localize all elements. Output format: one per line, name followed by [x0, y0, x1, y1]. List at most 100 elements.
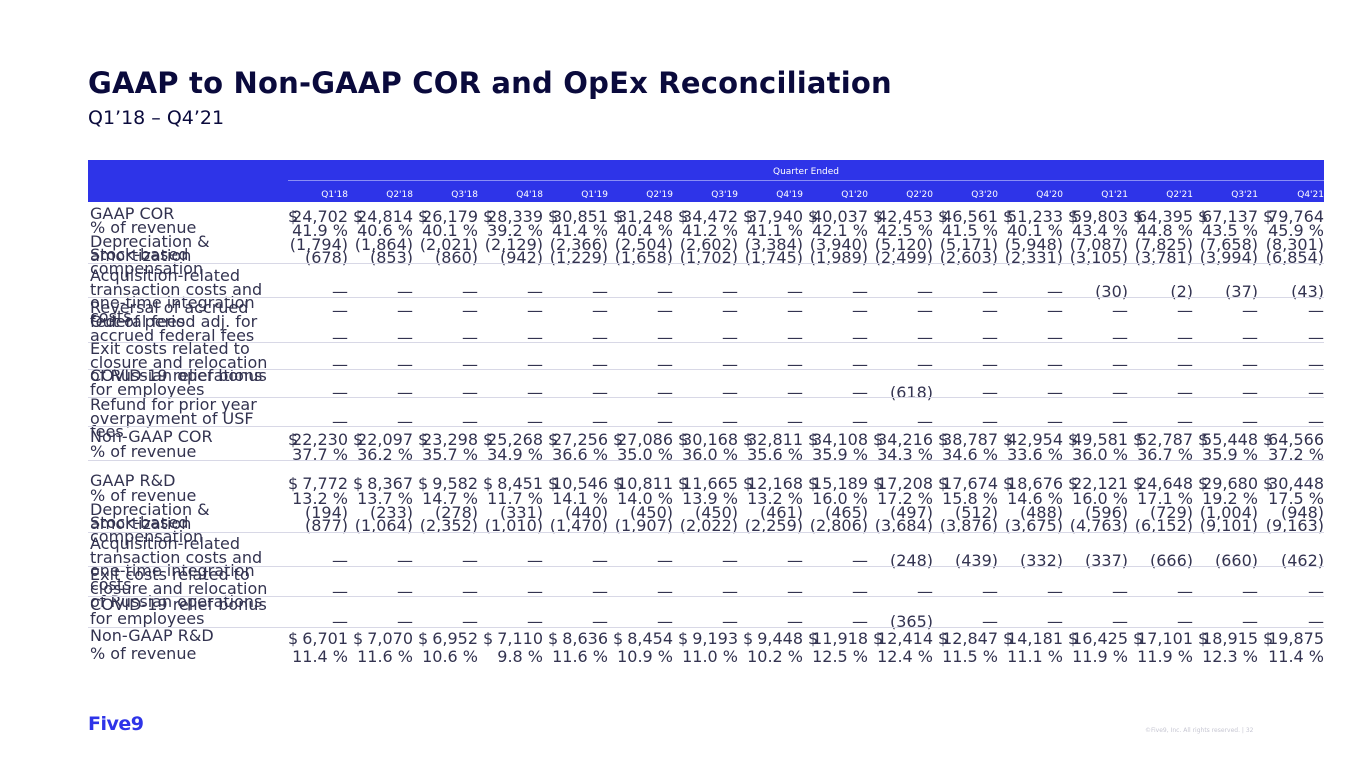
- currency-symbol: $: [288, 430, 299, 449]
- table-cell: (3,781): [1134, 248, 1193, 267]
- currency-symbol: $: [1003, 430, 1014, 449]
- currency-symbol: $: [1003, 629, 1014, 648]
- table-cell: 14.7 %: [422, 489, 478, 508]
- table-cell: (1,907): [614, 516, 673, 535]
- currency-symbol: $: [808, 207, 819, 226]
- currency-symbol: $: [353, 474, 364, 493]
- table-cell: (7,087): [1069, 235, 1128, 254]
- table-cell: (877): [304, 516, 348, 535]
- table-cell: —: [397, 355, 413, 374]
- table-cell: —: [722, 282, 738, 301]
- table-cell: —: [1177, 301, 1193, 320]
- table-cell: 10.6 %: [422, 647, 478, 666]
- table-cell: —: [1308, 383, 1324, 402]
- table-cell: —: [1047, 412, 1063, 431]
- table-cell: —: [592, 328, 608, 347]
- table-cell: —: [527, 383, 543, 402]
- table-cell: 14.1 %: [552, 489, 608, 508]
- currency-symbol: $: [1263, 474, 1274, 493]
- row-divider: [88, 369, 1324, 370]
- table-cell: —: [1177, 383, 1193, 402]
- table-cell: (37): [1225, 282, 1258, 301]
- quarter-header: Q1'18: [321, 190, 348, 200]
- table-cell: —: [527, 355, 543, 374]
- table-cell: (2): [1170, 282, 1193, 301]
- table-cell: —: [982, 412, 998, 431]
- table-cell: 10.9 %: [617, 647, 673, 666]
- quarter-header: Q2'19: [646, 190, 673, 200]
- table-cell: 12,847: [942, 629, 998, 648]
- table-cell: —: [1177, 582, 1193, 601]
- quarter-header: Q3'19: [711, 190, 738, 200]
- table-cell: (2,129): [484, 235, 543, 254]
- table-cell: —: [917, 582, 933, 601]
- row-label: % of revenue: [90, 442, 197, 461]
- table-cell: (43): [1291, 282, 1324, 301]
- table-cell: 36.2 %: [357, 445, 413, 464]
- table-cell: (1,658): [614, 248, 673, 267]
- currency-symbol: $: [678, 629, 689, 648]
- table-cell: —: [917, 282, 933, 301]
- currency-symbol: $: [1198, 474, 1209, 493]
- table-cell: —: [527, 582, 543, 601]
- table-cell: —: [397, 282, 413, 301]
- table-cell: (2,022): [679, 516, 738, 535]
- table-cell: 7,772: [302, 474, 348, 493]
- table-cell: —: [787, 383, 803, 402]
- currency-symbol: $: [548, 629, 559, 648]
- table-cell: —: [332, 282, 348, 301]
- row-divider: [88, 532, 1324, 533]
- table-cell: (618): [889, 383, 933, 402]
- table-cell: 24,814: [357, 207, 413, 226]
- currency-symbol: $: [1068, 430, 1079, 449]
- row-divider: [88, 342, 1324, 343]
- currency-symbol: $: [1263, 629, 1274, 648]
- table-cell: 41.4 %: [552, 221, 608, 240]
- table-cell: —: [1308, 355, 1324, 374]
- currency-symbol: $: [418, 430, 429, 449]
- table-cell: —: [332, 551, 348, 570]
- table-cell: 11.7 %: [487, 489, 543, 508]
- row-label: % of revenue: [90, 644, 197, 663]
- table-cell: (331): [499, 503, 543, 522]
- table-cell: —: [1047, 582, 1063, 601]
- currency-symbol: $: [1198, 430, 1209, 449]
- table-cell: 46,561: [942, 207, 998, 226]
- quarter-header: Q2'20: [906, 190, 933, 200]
- quarter-header: Q1'20: [841, 190, 868, 200]
- table-cell: 11,665: [682, 474, 738, 493]
- table-cell: (2,331): [1004, 248, 1063, 267]
- table-cell: (365): [889, 612, 933, 631]
- table-cell: —: [657, 282, 673, 301]
- currency-symbol: $: [483, 207, 494, 226]
- currency-symbol: $: [1198, 629, 1209, 648]
- table-cell: (450): [694, 503, 738, 522]
- table-cell: —: [397, 328, 413, 347]
- table-cell: 10,811: [617, 474, 673, 493]
- table-cell: —: [397, 612, 413, 631]
- table-cell: —: [592, 383, 608, 402]
- row-label: Depreciation & amortization: [90, 500, 210, 533]
- table-cell: 9,193: [692, 629, 738, 648]
- table-cell: 34,108: [812, 430, 868, 449]
- table-cell: —: [657, 582, 673, 601]
- table-cell: 41.9 %: [292, 221, 348, 240]
- table-cell: —: [1242, 383, 1258, 402]
- table-cell: —: [397, 301, 413, 320]
- table-cell: —: [462, 551, 478, 570]
- currency-symbol: $: [1068, 207, 1079, 226]
- table-cell: 34,216: [877, 430, 933, 449]
- table-cell: —: [1177, 412, 1193, 431]
- table-cell: —: [657, 551, 673, 570]
- table-header-band: [88, 160, 1324, 202]
- table-cell: —: [982, 582, 998, 601]
- table-cell: —: [722, 301, 738, 320]
- currency-symbol: $: [353, 430, 364, 449]
- table-cell: 8,451: [497, 474, 543, 493]
- currency-symbol: $: [613, 207, 624, 226]
- currency-symbol: $: [483, 629, 494, 648]
- table-cell: —: [1112, 612, 1128, 631]
- table-cell: —: [787, 328, 803, 347]
- currency-symbol: $: [1133, 430, 1144, 449]
- row-label: Exit costs related to closure and reloca…: [90, 565, 268, 611]
